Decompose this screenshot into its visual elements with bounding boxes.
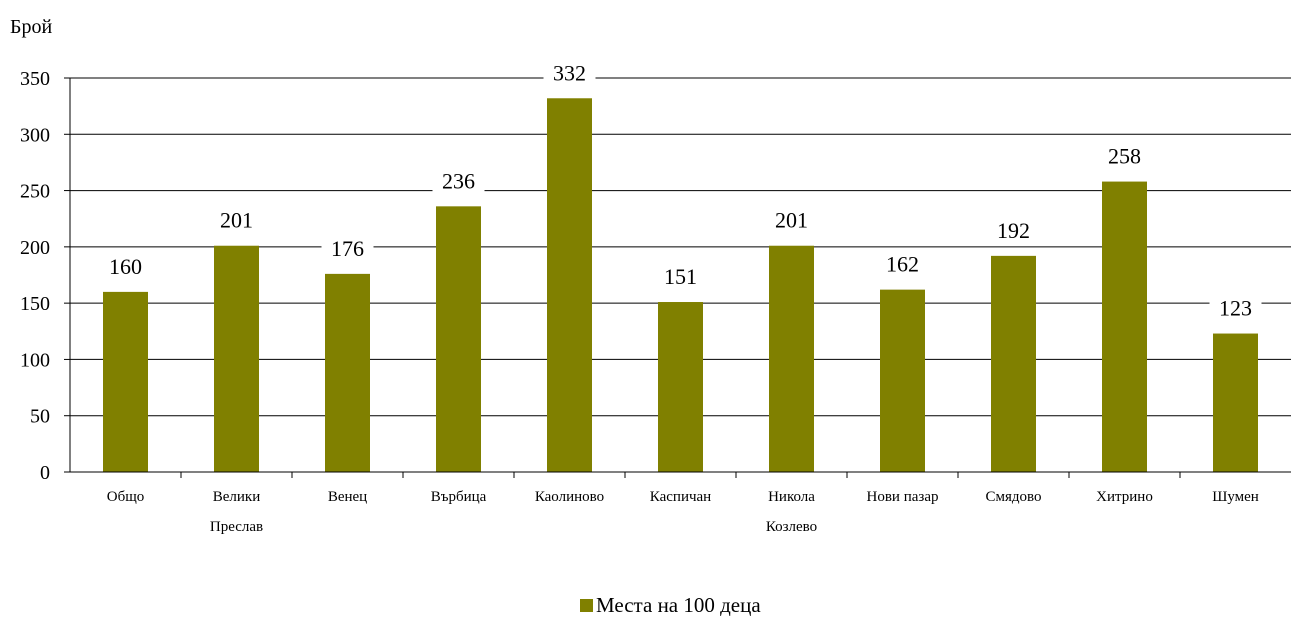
data-label: 162: [886, 252, 919, 277]
y-tick-label: 50: [30, 406, 50, 428]
x-tick-label: Хитрино: [1096, 489, 1153, 505]
x-tick-label: Венец: [328, 489, 367, 505]
x-tick-label: Върбица: [431, 489, 487, 505]
x-tick-label: Нови пазар: [867, 489, 939, 505]
bar: [880, 289, 925, 472]
data-label: 160: [109, 254, 142, 279]
legend-swatch: [580, 599, 593, 612]
data-label-background: [654, 264, 707, 291]
x-tick-label: Велики Преслав: [210, 489, 263, 535]
x-tick-label: Каолиново: [535, 489, 604, 505]
y-tick-label: 200: [20, 237, 50, 259]
data-label-background: [210, 207, 263, 234]
x-tick-label: Никола Козлево: [766, 489, 817, 535]
data-label-background: [987, 217, 1040, 244]
y-tick-label: 300: [20, 124, 50, 146]
data-label-background: [543, 60, 596, 87]
bar: [325, 273, 370, 472]
data-label: 332: [553, 60, 586, 85]
bar: [658, 302, 703, 472]
data-labels: 160 201 176 236 332 151 201 162 192 258 123: [99, 60, 1262, 322]
y-tick-label: 350: [20, 68, 50, 90]
x-tick-label: Общо: [107, 489, 145, 505]
bar: [214, 245, 259, 472]
y-axis-title: Брой: [10, 16, 52, 38]
x-tick-label: Каспичан: [650, 489, 711, 505]
data-label: 201: [775, 208, 808, 233]
bar: [1213, 333, 1258, 472]
data-label-background: [765, 207, 818, 234]
legend-label: Места на 100 деца: [596, 593, 761, 617]
y-tick-label: 0: [40, 462, 50, 484]
legend: Места на 100 деца: [580, 593, 761, 617]
data-label-background: [1098, 143, 1151, 170]
bar: [103, 291, 148, 472]
bar: [769, 245, 814, 472]
data-label: 236: [442, 168, 475, 193]
y-axis-ticks: 0 50 100 150 200 250 300 350: [20, 68, 71, 484]
bar: [436, 206, 481, 472]
data-label: 176: [331, 236, 364, 261]
data-label: 258: [1108, 144, 1141, 169]
y-tick-label: 150: [20, 293, 50, 315]
y-tick-label: 250: [20, 181, 50, 203]
x-tick-label: Шумен: [1212, 489, 1259, 505]
x-axis: Общо Велики Преслав Венец Върбица Каолиново Ка…: [70, 471, 1291, 535]
bars: [103, 98, 1258, 473]
bar: [1102, 181, 1147, 472]
bar: [547, 98, 592, 473]
data-label: 123: [1219, 296, 1252, 321]
data-label: 151: [664, 264, 697, 289]
data-label: 201: [220, 208, 253, 233]
data-label-background: [321, 235, 374, 262]
data-label-background: [99, 253, 152, 280]
bar: [991, 255, 1036, 472]
data-label-background: [1209, 295, 1262, 322]
data-label-background: [432, 168, 485, 195]
y-tick-label: 100: [20, 349, 50, 371]
data-label: 192: [997, 218, 1030, 243]
data-label-background: [876, 251, 929, 278]
x-tick-label: Смядово: [985, 489, 1041, 505]
